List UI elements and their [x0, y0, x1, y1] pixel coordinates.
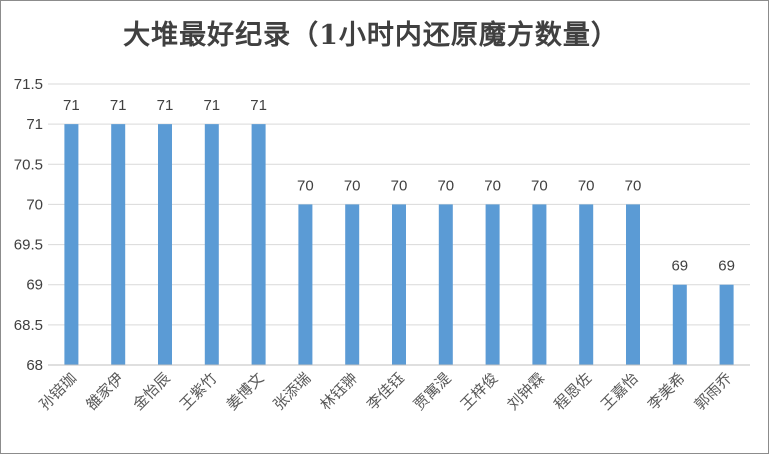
data-label: 71	[110, 97, 127, 114]
bar	[111, 124, 126, 366]
data-label: 70	[484, 177, 501, 194]
bar	[345, 204, 360, 365]
data-label: 70	[297, 177, 314, 194]
bar	[251, 124, 266, 366]
y-tick-label: 71	[26, 116, 43, 133]
category-label: 郭雨乔	[691, 369, 736, 414]
data-label: 70	[391, 177, 408, 194]
bar	[392, 204, 406, 365]
category-label: 孙锫珈	[36, 369, 81, 414]
category-label: 姜博文	[223, 369, 268, 414]
data-label: 70	[437, 177, 454, 194]
category-label: 王嘉怡	[597, 369, 642, 414]
data-label: 71	[157, 97, 174, 114]
category-label: 王紫竹	[176, 369, 221, 414]
data-label: 70	[531, 177, 548, 194]
chart-title: 大堆最好纪录（1小时内还原魔方数量）	[123, 20, 619, 51]
bar	[158, 124, 172, 366]
y-tick-label: 68	[26, 357, 43, 374]
category-label: 金怡辰	[129, 369, 174, 414]
data-label: 69	[718, 258, 735, 275]
bar	[438, 204, 453, 365]
bar	[626, 204, 640, 365]
data-label: 71	[63, 97, 80, 114]
y-tick-label: 71.5	[14, 76, 43, 93]
data-label: 69	[671, 258, 688, 275]
category-label: 李美希	[644, 369, 689, 414]
category-label: 李佳钰	[363, 369, 408, 414]
bar	[204, 124, 219, 366]
data-label: 70	[625, 177, 642, 194]
data-label: 71	[203, 97, 220, 114]
category-label: 刘钟霖	[504, 369, 549, 414]
bar	[532, 204, 547, 365]
y-tick-label: 70.5	[14, 156, 43, 173]
bar	[719, 284, 734, 365]
bar	[298, 204, 313, 365]
data-label: 71	[250, 97, 267, 114]
data-label: 70	[578, 177, 595, 194]
y-tick-label: 69.5	[14, 237, 43, 254]
category-label: 王梓俊	[457, 369, 502, 414]
bar	[64, 124, 79, 366]
bar	[579, 204, 594, 365]
y-tick-label: 69	[26, 277, 43, 294]
category-label: 林钰翀	[316, 369, 361, 414]
data-label: 70	[344, 177, 361, 194]
y-tick-label: 68.5	[14, 317, 43, 334]
bar	[672, 284, 687, 365]
category-label: 贾寓湜	[410, 369, 455, 414]
category-label: 雒家伊	[82, 369, 127, 414]
y-tick-label: 70	[26, 196, 43, 213]
bar	[485, 204, 500, 365]
category-label: 程恩佐	[550, 369, 595, 414]
category-label: 张添瑞	[270, 369, 315, 414]
